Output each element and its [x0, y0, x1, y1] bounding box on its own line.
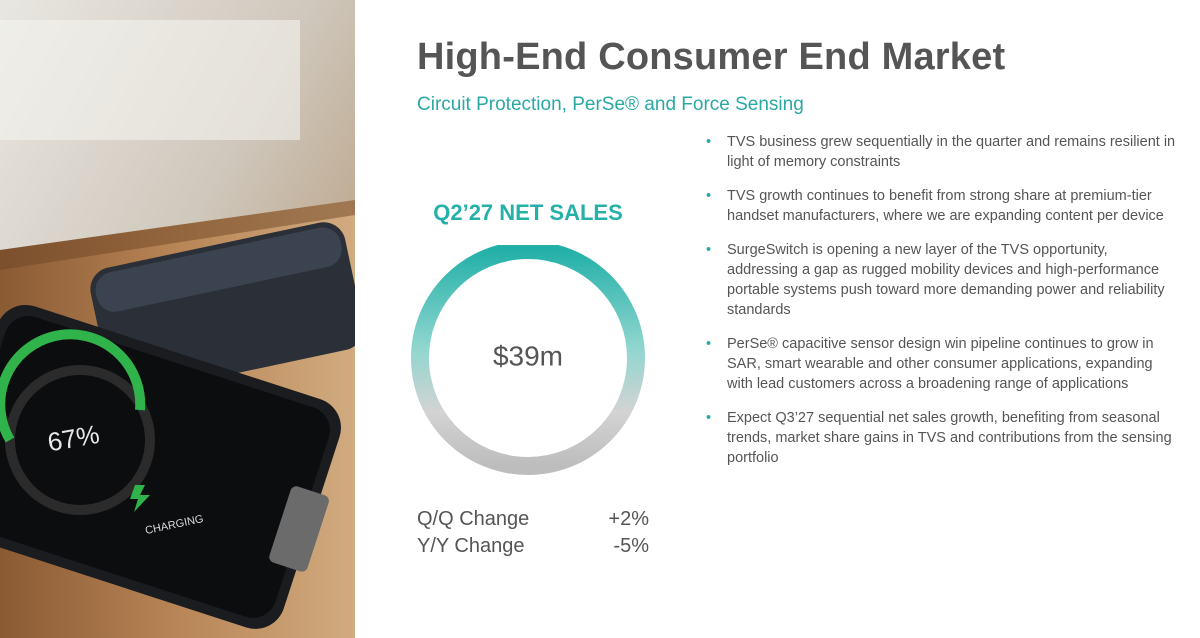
bullet: TVS business grew sequentially in the qu… [706, 132, 1176, 172]
slide-subtitle: Circuit Protection, PerSe® and Force Sen… [417, 94, 804, 115]
change-label: Q/Q Change [417, 508, 530, 530]
charging-photo: 67% CHARGING [0, 0, 355, 638]
bullet: Expect Q3’27 sequential net sales growth… [706, 408, 1176, 468]
kpi-ring: $39m [411, 245, 645, 475]
bullet: TVS growth continues to benefit from str… [706, 186, 1176, 226]
change-row: Y/Y Change -5% [417, 533, 649, 560]
kpi-value: $39m [493, 340, 563, 371]
kpi-label: Q2’27 NET SALES [433, 200, 623, 225]
bullet-list: TVS business grew sequentially in the qu… [706, 132, 1176, 482]
change-value: -5% [613, 535, 649, 557]
bullet: PerSe® capacitive sensor design win pipe… [706, 334, 1176, 394]
slide-title: High-End Consumer End Market [417, 36, 1006, 78]
change-row: Q/Q Change +2% [417, 506, 649, 533]
change-value: +2% [608, 508, 649, 530]
change-label: Y/Y Change [417, 535, 525, 557]
bullet: SurgeSwitch is opening a new layer of th… [706, 240, 1176, 320]
change-table: Q/Q Change +2% Y/Y Change -5% [417, 506, 649, 560]
